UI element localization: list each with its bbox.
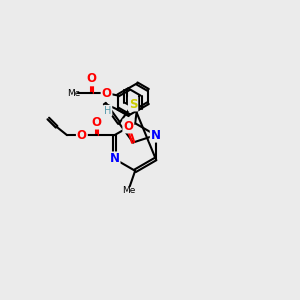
Text: H: H — [104, 106, 112, 116]
Text: Me: Me — [68, 88, 81, 98]
Text: O: O — [92, 116, 102, 129]
Text: O: O — [77, 129, 87, 142]
Text: Me: Me — [122, 186, 135, 195]
Text: N: N — [151, 129, 161, 142]
Text: N: N — [110, 152, 119, 165]
Text: O: O — [123, 119, 133, 133]
Text: O: O — [102, 87, 112, 100]
Text: O: O — [87, 72, 97, 86]
Text: S: S — [129, 98, 137, 110]
